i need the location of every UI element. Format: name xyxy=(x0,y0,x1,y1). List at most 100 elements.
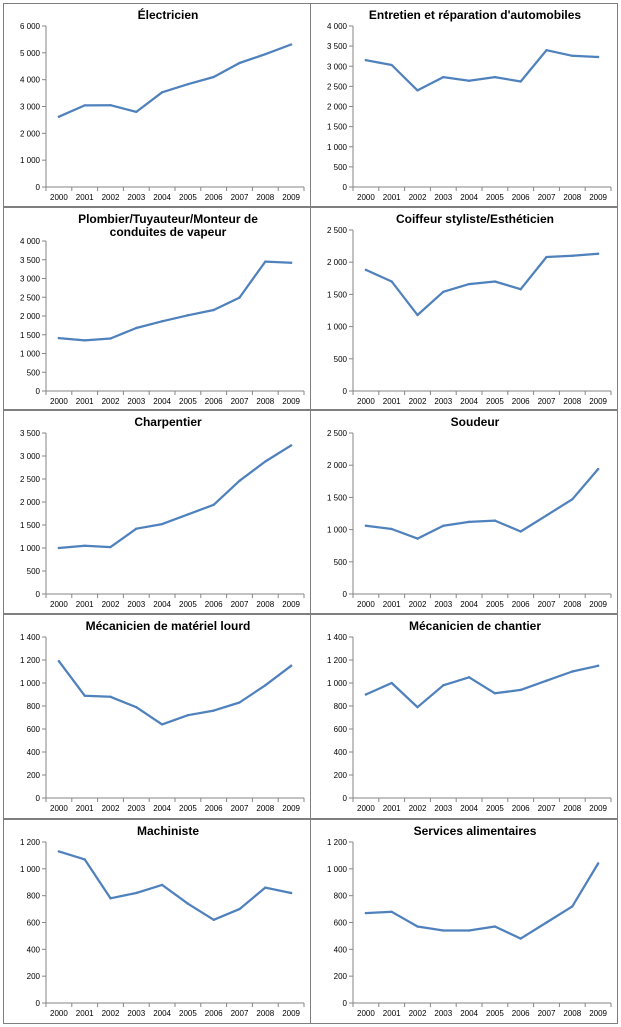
y-tick-label: 500 xyxy=(334,355,348,364)
y-tick-label: 2 500 xyxy=(327,429,348,438)
x-tick-label: 2001 xyxy=(76,804,94,813)
y-tick-label: 1 000 xyxy=(327,323,348,332)
y-tick-label: 0 xyxy=(36,999,41,1008)
data-point xyxy=(109,337,112,340)
x-tick-label: 2005 xyxy=(179,804,197,813)
y-tick-label: 6 000 xyxy=(20,22,41,31)
x-tick-label: 2004 xyxy=(460,804,478,813)
y-tick-label: 3 500 xyxy=(20,256,41,265)
y-tick-label: 1 000 xyxy=(20,156,41,165)
x-tick-label: 2008 xyxy=(256,600,274,609)
data-point xyxy=(83,694,86,697)
chart-title: Services alimentaires xyxy=(414,824,537,838)
y-tick-label: 1 400 xyxy=(327,633,348,642)
x-tick-label: 2006 xyxy=(512,804,530,813)
data-point xyxy=(264,886,267,889)
x-tick-label: 2009 xyxy=(282,193,300,202)
x-tick-label: 2004 xyxy=(460,1009,478,1018)
x-tick-label: 2003 xyxy=(434,600,452,609)
data-point xyxy=(57,546,61,550)
series-line xyxy=(57,444,293,550)
data-point xyxy=(519,288,522,291)
x-tick-label: 2001 xyxy=(76,600,94,609)
data-point xyxy=(442,684,445,687)
x-tick-label: 2002 xyxy=(102,397,120,406)
x-tick-label: 2003 xyxy=(127,1009,145,1018)
x-tick-label: 2003 xyxy=(127,193,145,202)
data-point xyxy=(57,659,61,663)
series-line xyxy=(364,467,600,540)
data-point xyxy=(264,52,267,56)
data-point xyxy=(212,75,215,79)
y-tick-label: 1 000 xyxy=(327,526,348,535)
data-point xyxy=(264,684,267,687)
y-tick-label: 5 000 xyxy=(20,49,41,58)
line-chart: Coiffeur styliste/Esthéticien 0 500 1 000 1 … xyxy=(327,212,612,406)
y-tick-label: 1 200 xyxy=(20,656,41,665)
x-tick-label: 2006 xyxy=(205,193,223,202)
y-tick-label: 1 200 xyxy=(327,656,348,665)
x-tick-label: 2006 xyxy=(205,600,223,609)
y-tick-label: 0 xyxy=(36,590,41,599)
chart-panel: Soudeur 0 500 1 000 1 500 2 000 2 500 2000 2001 2… xyxy=(310,410,618,614)
data-point xyxy=(289,43,293,46)
x-tick-label: 2005 xyxy=(179,193,197,202)
y-tick-label: 4 000 xyxy=(327,22,348,31)
y-tick-label: 1 000 xyxy=(327,679,348,688)
data-point xyxy=(364,524,368,527)
x-tick-label: 2008 xyxy=(256,804,274,813)
x-tick-label: 2006 xyxy=(512,600,530,609)
y-tick-label: 2 500 xyxy=(327,226,348,235)
x-tick-label: 2004 xyxy=(153,193,171,202)
chart-panel: Électricien 0 1 000 2 000 3 000 4 000 5 000 6 0… xyxy=(3,3,311,207)
y-tick-label: 600 xyxy=(27,919,41,928)
chart-panel: Coiffeur styliste/Esthéticien 0 500 1 000 1 … xyxy=(310,207,618,410)
data-point xyxy=(186,513,190,516)
y-tick-label: 2 500 xyxy=(20,293,41,302)
data-point xyxy=(238,296,241,299)
x-tick-label: 2001 xyxy=(383,1009,401,1018)
x-tick-label: 2002 xyxy=(409,804,427,813)
x-tick-label: 2001 xyxy=(383,804,401,813)
data-point xyxy=(135,326,138,330)
y-tick-label: 0 xyxy=(343,794,348,803)
chart-panel: Services alimentaires 0 200 400 600 800 1 000 1… xyxy=(310,819,618,1024)
data-point xyxy=(571,905,574,908)
y-tick-label: 0 xyxy=(36,183,41,192)
data-point xyxy=(186,314,190,317)
chart-panel: Mécanicien de matériel lourd 0 200 400 600 80… xyxy=(3,614,311,819)
x-tick-label: 2004 xyxy=(153,600,171,609)
x-tick-label: 2008 xyxy=(256,397,274,406)
y-tick-label: 3 500 xyxy=(20,429,41,438)
y-tick-label: 1 500 xyxy=(20,521,41,530)
x-tick-label: 2005 xyxy=(486,193,504,202)
y-tick-label: 4 000 xyxy=(20,237,41,246)
x-tick-label: 2007 xyxy=(538,600,556,609)
x-tick-label: 2000 xyxy=(357,1009,375,1018)
data-point xyxy=(238,61,241,65)
data-point xyxy=(135,110,138,114)
y-tick-label: 600 xyxy=(334,725,348,734)
series-line xyxy=(364,252,600,317)
series-line xyxy=(364,664,600,709)
x-tick-label: 2000 xyxy=(50,600,68,609)
x-tick-label: 2003 xyxy=(434,397,452,406)
y-tick-label: 1 000 xyxy=(327,143,348,152)
x-tick-label: 2000 xyxy=(50,1009,68,1018)
data-point xyxy=(467,929,471,932)
data-point xyxy=(545,48,548,52)
x-tick-label: 2005 xyxy=(179,397,197,406)
y-tick-label: 2 000 xyxy=(20,498,41,507)
data-point xyxy=(289,261,293,264)
data-point xyxy=(135,705,138,709)
y-tick-label: 1 000 xyxy=(20,865,41,874)
data-point xyxy=(467,676,471,679)
x-tick-label: 2001 xyxy=(76,397,94,406)
y-tick-label: 800 xyxy=(334,702,348,711)
x-tick-label: 2005 xyxy=(486,1009,504,1018)
chart-title: Électricien xyxy=(138,7,199,22)
data-point xyxy=(186,714,190,717)
data-point xyxy=(442,929,445,932)
x-tick-label: 2009 xyxy=(282,600,300,609)
